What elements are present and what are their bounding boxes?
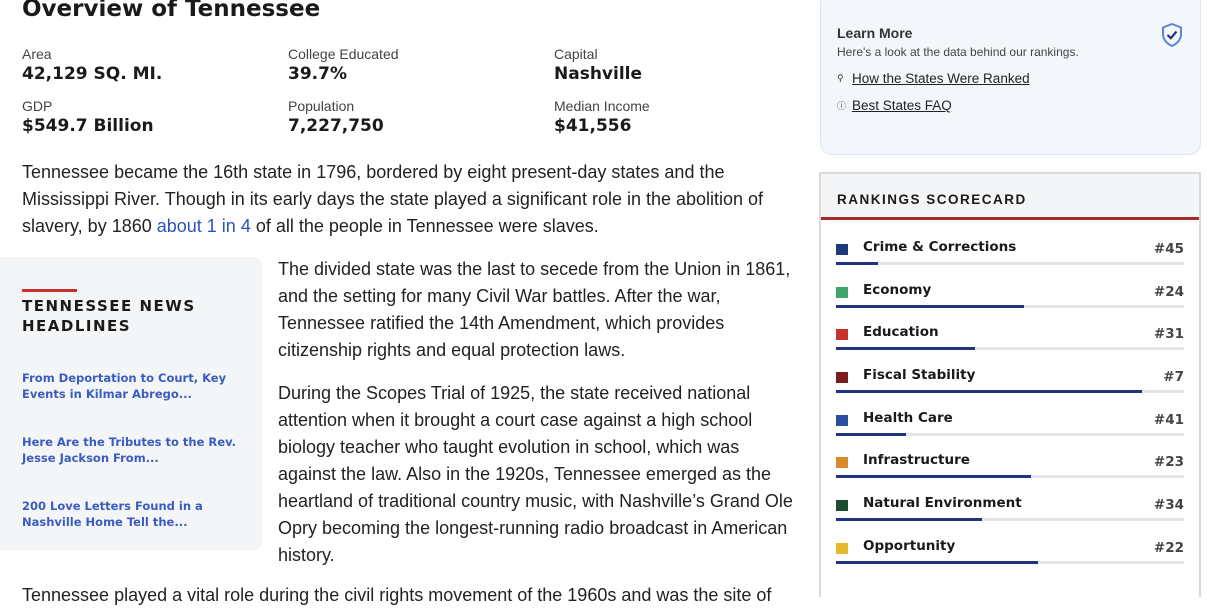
stat-label: Capital: [554, 46, 598, 62]
how-ranked-link[interactable]: ⚲ How the States Were Ranked: [837, 71, 1184, 86]
learn-more-subtitle: Here's a look at the data behind our ran…: [837, 45, 1079, 59]
category-color-swatch: [836, 457, 848, 469]
category-rank: #31: [1153, 326, 1184, 343]
stat-college: College Educated 39.7%: [288, 46, 554, 86]
rankings-scorecard: RANKINGS SCORECARD Crime & Corrections #4…: [819, 172, 1201, 597]
scorecard-row[interactable]: Health Care #41: [821, 391, 1199, 436]
news-headlines-panel: TENNESSEE NEWS HEADLINES From Deportatio…: [0, 257, 262, 550]
rank-bar-fill: [836, 390, 1143, 394]
link-label: Best States FAQ: [852, 98, 952, 113]
rank-bar-fill: [836, 262, 878, 265]
link-label: How the States Were Ranked: [852, 71, 1030, 86]
page-title: Overview of Tennessee: [22, 0, 321, 22]
scorecard-row[interactable]: Infrastructure #23: [821, 433, 1199, 479]
stat-area: Area 42,129 SQ. MI.: [22, 46, 288, 86]
category-color-swatch: [836, 244, 848, 255]
rank-bar-fill: [836, 560, 1038, 564]
category-name: Infrastructure: [863, 452, 970, 469]
category-color-swatch: [836, 500, 848, 512]
question-circle-icon: ⓘ: [837, 101, 847, 111]
slavery-stat-link[interactable]: about 1 in 4: [156, 216, 251, 236]
category-name: Economy: [863, 281, 932, 298]
stat-value: 42,129 SQ. MI.: [22, 64, 163, 84]
rank-bar-track: [836, 475, 1184, 479]
category-rank: #24: [1153, 283, 1184, 300]
stat-value: $41,556: [554, 116, 632, 136]
stat-value: 39.7%: [288, 64, 347, 84]
category-rank: #22: [1153, 539, 1184, 556]
rank-bar-track: [836, 347, 1184, 351]
stat-income: Median Income $41,556: [554, 98, 804, 138]
paragraph-civil-rights: Tennessee played a vital role during the…: [22, 585, 772, 605]
stat-label: Median Income: [554, 98, 650, 114]
category-name: Opportunity: [863, 537, 956, 554]
rank-bar-track: [836, 262, 1184, 265]
stat-capital: Capital Nashville: [554, 46, 804, 86]
news-link[interactable]: Here Are the Tributes to the Rev. Jesse …: [22, 435, 236, 465]
faq-link[interactable]: ⓘ Best States FAQ: [837, 98, 1184, 113]
rank-bar-fill: [836, 475, 1031, 479]
stat-population: Population 7,227,750: [288, 98, 554, 138]
scorecard-row[interactable]: Opportunity #22: [821, 519, 1199, 564]
stat-value: $549.7 Billion: [22, 116, 154, 136]
category-color-swatch: [836, 372, 848, 384]
category-name: Crime & Corrections: [863, 239, 1017, 255]
rank-bar-track: [836, 432, 1184, 436]
search-icon: ⚲: [837, 73, 844, 83]
scorecard-row[interactable]: Fiscal Stability #7: [821, 348, 1199, 394]
category-color-swatch: [836, 329, 848, 341]
rank-bar-fill: [836, 304, 1024, 308]
category-name: Fiscal Stability: [863, 367, 976, 384]
news-link[interactable]: From Deportation to Court, Key Events in…: [22, 371, 227, 401]
shield-check-icon: [1162, 22, 1182, 48]
paragraph-text: of all the people in Tennessee were slav…: [250, 216, 599, 236]
news-link[interactable]: 200 Love Letters Found in a Nashville Ho…: [22, 499, 203, 529]
rank-bar-track: [836, 560, 1184, 564]
scorecard-row[interactable]: Natural Environment #34: [821, 476, 1199, 522]
category-name: Health Care: [863, 409, 953, 426]
rank-bar-fill: [836, 432, 906, 436]
stat-value: 7,227,750: [288, 116, 384, 136]
category-color-swatch: [836, 414, 848, 426]
category-rank: #41: [1153, 411, 1184, 428]
stat-label: College Educated: [288, 46, 399, 62]
category-name: Natural Environment: [863, 495, 1022, 512]
stat-value: Nashville: [554, 64, 643, 84]
rank-bar-track: [836, 390, 1184, 394]
rank-bar-fill: [836, 347, 976, 351]
state-stats: Area 42,129 SQ. MI. College Educated 39.7%…: [22, 46, 802, 138]
rank-bar-track: [836, 304, 1184, 308]
scorecard-title: RANKINGS SCORECARD: [821, 174, 1199, 220]
stat-label: Population: [288, 98, 355, 114]
paragraph-intro: Tennessee became the 16th state in 1796,…: [22, 159, 802, 240]
paragraph-text: Tennessee became the 16th state in 1796,…: [22, 162, 764, 236]
rank-bar-fill: [836, 518, 983, 522]
learn-more-title: Learn More: [837, 25, 913, 41]
stat-label: Area: [22, 46, 52, 62]
scorecard-row[interactable]: Economy #24: [821, 263, 1199, 308]
category-rank: #23: [1153, 454, 1184, 471]
paragraph-civil-war: The divided state was the last to secede…: [278, 259, 791, 360]
category-color-swatch: [836, 286, 848, 298]
scorecard-row[interactable]: Crime & Corrections #45: [821, 220, 1199, 265]
learn-more-card: Learn More Here's a look at the data beh…: [820, 0, 1201, 155]
category-rank: #7: [1163, 369, 1184, 386]
category-name: Education: [863, 324, 939, 341]
stat-label: GDP: [22, 98, 53, 114]
category-color-swatch: [836, 542, 848, 554]
stat-gdp: GDP $549.7 Billion: [22, 98, 288, 138]
scorecard-row[interactable]: Education #31: [821, 305, 1199, 351]
rank-bar-track: [836, 518, 1184, 522]
category-rank: #45: [1153, 241, 1184, 257]
news-title: TENNESSEE NEWS HEADLINES: [22, 297, 196, 335]
paragraph-scopes: During the Scopes Trial of 1925, the sta…: [278, 383, 793, 565]
accent-bar: [22, 289, 77, 292]
category-rank: #34: [1153, 497, 1184, 514]
